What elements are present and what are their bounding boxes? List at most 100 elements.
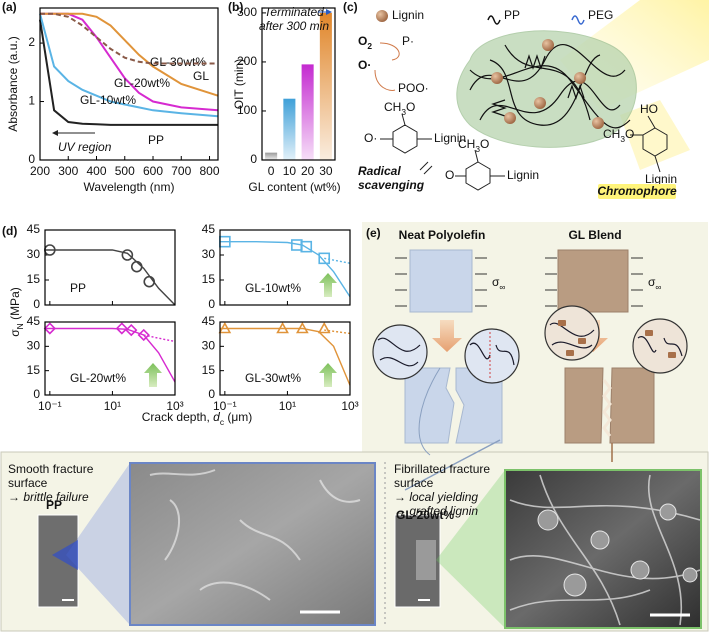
particle (537, 509, 559, 531)
y-tick-label: 0 (33, 297, 40, 311)
phenoxy-radical: O· (364, 131, 377, 145)
series-line (40, 12, 218, 65)
annotation: after 300 min (259, 19, 329, 33)
sample-label: GL-20wt% (396, 508, 454, 522)
ridge (239, 519, 301, 561)
pp-sem-image (129, 462, 376, 626)
oxygen-part: O (358, 34, 367, 48)
y-tick-label: 0 (28, 152, 35, 166)
data-point (125, 323, 138, 337)
stress-arrows (395, 257, 643, 307)
y-tick-label: 1 (28, 94, 35, 108)
plot-frame (219, 321, 351, 396)
x-tick-label: 10¹ (279, 399, 296, 413)
series-label: GL (193, 69, 209, 83)
lignin-label: Lignin (645, 172, 677, 186)
x-tick-label: 10³ (341, 399, 358, 413)
lignin (534, 97, 546, 109)
x-tick-label: 400 (86, 164, 106, 178)
y-axis-label: σN (MPa) (8, 287, 25, 336)
methoxy-part: O (625, 127, 634, 141)
x-tick-label: 20 (301, 164, 315, 178)
series-line (39, 19, 218, 126)
arrow-head (326, 9, 332, 15)
ridge (149, 469, 216, 476)
radical: O· (358, 58, 371, 72)
panel-label: (a) (2, 0, 17, 14)
chain (377, 337, 421, 367)
zoom-cone (66, 463, 130, 625)
y-tick-label: 30 (202, 247, 216, 261)
stress-label: σ∞ (492, 275, 505, 292)
y-axis-label: OIT (min) (232, 59, 246, 109)
block-title: GL Blend (568, 228, 621, 242)
lignin (558, 320, 566, 326)
data-point (143, 275, 156, 288)
x-axis-label-part: Crack depth, (142, 410, 213, 424)
pp-highlight (52, 540, 78, 570)
block-title: Neat Polyolefin (399, 228, 486, 242)
mechanism-label: scavenging (358, 178, 425, 192)
caption: → brittle failure (8, 490, 89, 504)
phenol-rings (380, 113, 668, 191)
lignin (645, 330, 653, 336)
y-tick-label: 30 (202, 339, 216, 353)
stress-label-part: σ (492, 275, 500, 289)
caption: Fibrillated fracture (394, 462, 490, 476)
series-line (39, 13, 219, 118)
zoom-circle (372, 324, 428, 380)
y-tick-label: 15 (202, 272, 216, 286)
methoxy-part: O (406, 100, 415, 114)
x-tick-label: 500 (115, 164, 135, 178)
sem-section (37, 462, 702, 629)
x-tick-label: 300 (58, 164, 78, 178)
improvement-arrow (319, 363, 337, 387)
data-point (317, 321, 331, 334)
panel-label: (e) (366, 226, 381, 240)
data-point (318, 252, 331, 265)
methoxy-part: 3 (475, 144, 480, 154)
particle (563, 573, 587, 597)
methoxy-part: CH (458, 137, 475, 151)
legend-pp (487, 15, 501, 25)
bar (319, 12, 332, 160)
arrow (545, 257, 643, 307)
zoom-circle (464, 328, 520, 384)
data-point (130, 260, 143, 273)
stress-label-part: ∞ (499, 282, 505, 292)
annotation: UV region (58, 140, 112, 154)
legend-label: PP (504, 8, 520, 22)
data-point (43, 322, 56, 335)
x-tick-label: 800 (200, 164, 220, 178)
lignin-label: Lignin (507, 168, 539, 182)
double-bond (419, 161, 433, 175)
y-tick-label: 15 (27, 363, 41, 377)
panel-e (372, 249, 688, 491)
down-arrow (432, 320, 462, 352)
fibril (647, 474, 683, 626)
lignin (574, 72, 586, 84)
lignin (566, 350, 574, 356)
fit-curve (220, 327, 351, 386)
y-tick-label: 45 (27, 222, 41, 236)
reaction-arrow (374, 69, 396, 91)
bar (301, 64, 314, 160)
gl-small-highlight (416, 540, 436, 580)
blend-fractured-left (564, 367, 604, 444)
methoxy: CH3O (603, 127, 634, 144)
chain (469, 342, 515, 366)
x-tick-label: 10 (283, 164, 297, 178)
y-tick-label: 15 (202, 363, 216, 377)
x-axis-label-part: (μm) (224, 410, 252, 424)
y-axis-label: Absorbance (a.u.) (6, 36, 20, 131)
ring (465, 161, 491, 191)
lignin (668, 352, 676, 358)
data-point (276, 321, 289, 334)
panel-label: (b) (228, 0, 243, 14)
ring (392, 124, 418, 154)
plot-frame (261, 7, 336, 161)
caption: surface (394, 476, 434, 490)
annotation: Terminated (264, 5, 324, 19)
zoom-chains (377, 322, 683, 367)
y-tick-label: 100 (237, 103, 257, 117)
